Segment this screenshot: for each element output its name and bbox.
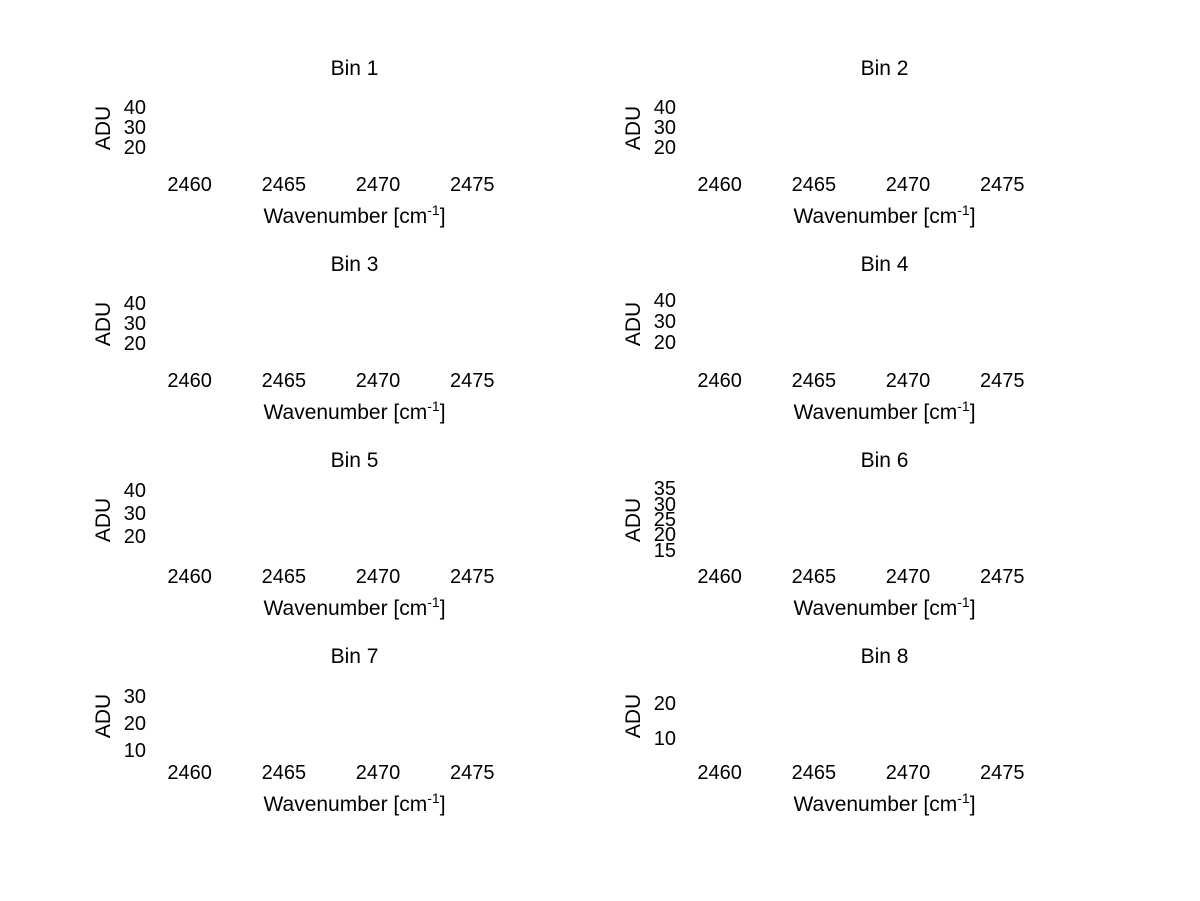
- y-tick-label: 30: [123, 503, 146, 526]
- x-tick-label: 2460: [697, 566, 742, 588]
- x-tick-label: 2475: [979, 174, 1025, 196]
- y-tick-label: 30: [123, 117, 146, 139]
- x-tick-label: 2475: [449, 370, 495, 392]
- y-tick-label: 40: [123, 293, 146, 315]
- x-tick-label: 2460: [167, 566, 212, 588]
- x-axis-label: Wavenumber [cm-1]: [152, 594, 557, 621]
- x-tick-label: 2470: [885, 566, 931, 588]
- x-tick-label: 2470: [885, 370, 931, 392]
- y-tick-label: 30: [653, 493, 676, 516]
- x-axis-label-superscript: -1: [427, 202, 440, 218]
- x-tick-label: 2465: [791, 762, 837, 784]
- plot-title: Bin 2: [860, 57, 909, 80]
- x-tick-label: 2470: [885, 174, 931, 196]
- y-tick-label: 20: [653, 137, 676, 159]
- y-tick-label: 30: [653, 310, 676, 333]
- x-tick-label: 2475: [449, 762, 495, 784]
- y-tick-label: 25: [653, 509, 676, 531]
- x-tick-label: 2460: [167, 174, 212, 196]
- x-axis-label-superscript: -1: [427, 594, 440, 610]
- y-tick-label: 30: [123, 686, 146, 709]
- x-axis-label-suffix: ]: [969, 205, 976, 228]
- x-axis-label: Wavenumber [cm-1]: [152, 790, 557, 817]
- x-axis-label-prefix: Wavenumber [cm: [793, 597, 958, 620]
- x-tick-label: 2460: [697, 762, 742, 784]
- x-tick-label: 2475: [979, 370, 1025, 392]
- x-axis-label-prefix: Wavenumber [cm: [793, 793, 958, 816]
- x-tick-label: 2460: [167, 762, 212, 784]
- x-tick-label: 2475: [449, 174, 495, 196]
- x-axis-label-suffix: ]: [439, 205, 446, 228]
- x-tick-label: 2470: [885, 762, 931, 784]
- x-tick-label: 2470: [355, 370, 401, 392]
- y-tick-label: 15: [653, 539, 676, 562]
- x-tick-label: 2475: [979, 762, 1025, 784]
- x-tick-label: 2470: [355, 566, 401, 588]
- x-tick-label: 2465: [791, 174, 837, 196]
- y-tick-label: 40: [123, 480, 146, 503]
- x-tick-label: 2460: [697, 370, 742, 392]
- x-tick-label: 2475: [979, 566, 1025, 588]
- x-tick-label: 2465: [261, 370, 307, 392]
- x-tick-label: 2470: [355, 174, 401, 196]
- x-tick-label: 2460: [697, 174, 742, 196]
- x-axis-label-prefix: Wavenumber [cm: [793, 401, 958, 424]
- x-axis-label: Wavenumber [cm-1]: [682, 202, 1087, 229]
- x-axis-label: Wavenumber [cm-1]: [682, 790, 1087, 817]
- plot-title: Bin 6: [860, 449, 909, 472]
- y-tick-label: 20: [123, 137, 146, 159]
- x-axis-label-prefix: Wavenumber [cm: [263, 205, 428, 228]
- y-tick-label: 20: [653, 524, 676, 547]
- x-axis-label-superscript: -1: [427, 398, 440, 414]
- x-tick-label: 2465: [261, 762, 307, 784]
- x-axis-label-suffix: ]: [439, 793, 446, 816]
- x-axis-label-prefix: Wavenumber [cm: [263, 597, 428, 620]
- x-tick-label: 2465: [261, 566, 307, 588]
- x-axis-label-superscript: -1: [957, 202, 970, 218]
- y-tick-label: 10: [123, 739, 146, 762]
- y-tick-label: 30: [123, 313, 146, 335]
- x-tick-label: 2460: [167, 370, 212, 392]
- x-axis-label-suffix: ]: [969, 793, 976, 816]
- x-axis-label-prefix: Wavenumber [cm: [263, 793, 428, 816]
- y-tick-label: 40: [653, 97, 676, 119]
- x-axis-label: Wavenumber [cm-1]: [682, 594, 1087, 621]
- x-axis-label-suffix: ]: [439, 401, 446, 424]
- x-axis-label-suffix: ]: [439, 597, 446, 620]
- x-axis-label: Wavenumber [cm-1]: [152, 398, 557, 425]
- y-tick-label: 20: [653, 331, 676, 354]
- x-tick-label: 2475: [449, 566, 495, 588]
- plot-title: Bin 3: [330, 253, 379, 276]
- plot-title: Bin 1: [330, 57, 379, 80]
- x-axis-label-suffix: ]: [969, 401, 976, 424]
- y-tick-label: 10: [653, 727, 676, 750]
- x-tick-label: 2465: [261, 174, 307, 196]
- x-axis-label-superscript: -1: [427, 790, 440, 806]
- plot-title: Bin 7: [330, 645, 379, 668]
- x-axis-label-suffix: ]: [969, 597, 976, 620]
- x-tick-label: 2470: [355, 762, 401, 784]
- x-tick-label: 2465: [791, 370, 837, 392]
- x-axis-label-prefix: Wavenumber [cm: [793, 205, 958, 228]
- x-axis-label-prefix: Wavenumber [cm: [263, 401, 428, 424]
- x-axis-label: Wavenumber [cm-1]: [682, 398, 1087, 425]
- plot-title: Bin 4: [860, 253, 909, 276]
- plot-title: Bin 8: [860, 645, 909, 668]
- y-tick-label: 20: [123, 713, 146, 735]
- x-axis-label: Wavenumber [cm-1]: [152, 202, 557, 229]
- y-tick-label: 20: [123, 333, 146, 355]
- y-tick-label: 35: [653, 478, 676, 501]
- y-tick-label: 20: [653, 692, 676, 715]
- plot-title: Bin 5: [330, 449, 379, 472]
- y-tick-label: 40: [653, 289, 676, 312]
- x-tick-label: 2465: [791, 566, 837, 588]
- x-axis-label-superscript: -1: [957, 398, 970, 414]
- y-tick-label: 30: [653, 117, 676, 139]
- y-tick-label: 40: [123, 97, 146, 119]
- x-axis-label-superscript: -1: [957, 594, 970, 610]
- y-tick-label: 20: [123, 526, 146, 549]
- x-axis-label-superscript: -1: [957, 790, 970, 806]
- y-axis-label: ADU: [622, 693, 645, 739]
